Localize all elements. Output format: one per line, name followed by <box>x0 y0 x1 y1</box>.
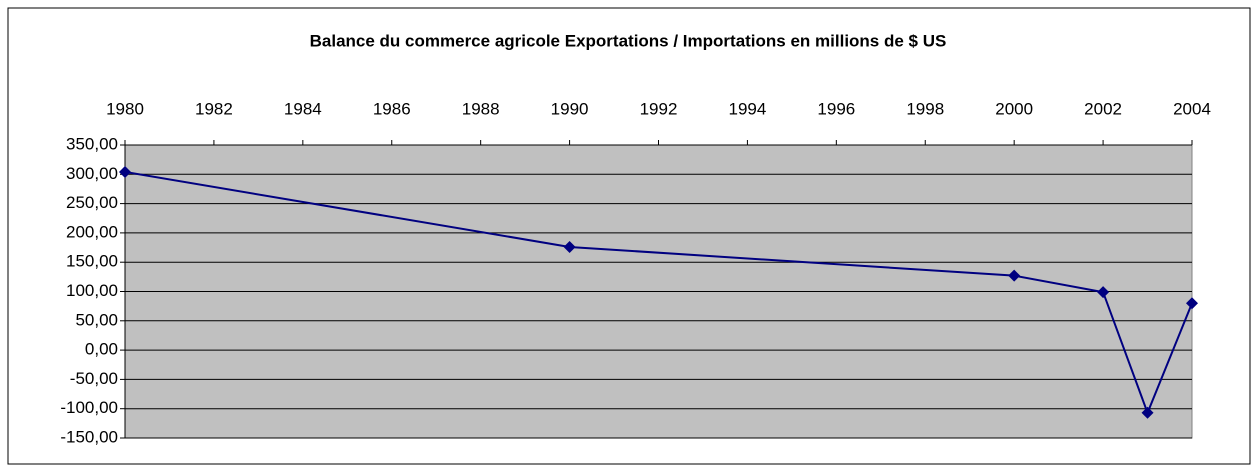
y-tick-label: -100,00 <box>60 398 118 417</box>
data-marker <box>1186 297 1198 310</box>
x-tick-label: 2004 <box>1173 99 1211 118</box>
y-tick-label: 200,00 <box>66 222 118 241</box>
y-tick-label: 50,00 <box>75 310 118 329</box>
x-tick-label: 2000 <box>995 99 1033 118</box>
x-tick-label: 1990 <box>551 99 589 118</box>
y-tick-label: -50,00 <box>70 369 118 388</box>
data-marker <box>1097 286 1110 299</box>
data-marker <box>1008 269 1021 282</box>
data-marker <box>119 165 131 178</box>
data-line <box>124 170 1193 416</box>
data-marker <box>563 240 576 253</box>
data-marker <box>1141 406 1154 419</box>
y-tick-label: 300,00 <box>66 164 118 183</box>
x-tick-label: 1994 <box>729 99 767 118</box>
y-tick-label: -150,00 <box>60 427 118 446</box>
x-tick-label: 2002 <box>1084 99 1122 118</box>
x-tick-label: 1992 <box>640 99 678 118</box>
y-tick-label: 150,00 <box>66 252 118 271</box>
y-tick-label: 350,00 <box>66 134 118 153</box>
x-tick-label: 1986 <box>373 99 411 118</box>
x-tick-label: 1998 <box>906 99 944 118</box>
x-tick-label: 1980 <box>106 99 144 118</box>
y-tick-label: 250,00 <box>66 193 118 212</box>
x-tick-label: 1984 <box>284 99 322 118</box>
x-tick-label: 1996 <box>817 99 855 118</box>
x-tick-label: 1988 <box>462 99 500 118</box>
x-tick-label: 1982 <box>195 99 233 118</box>
y-tick-label: 0,00 <box>85 340 118 359</box>
chart-title: Balance du commerce agricole Exportation… <box>310 31 947 50</box>
y-tick-label: 100,00 <box>66 281 118 300</box>
